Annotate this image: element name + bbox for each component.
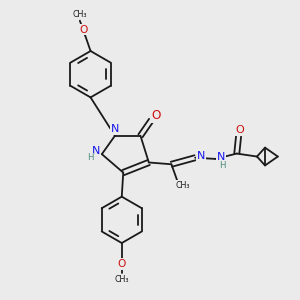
Text: H: H [219,161,226,170]
Text: CH₃: CH₃ [115,275,129,284]
Text: CH₃: CH₃ [176,181,190,190]
Text: O: O [79,25,88,34]
Text: N: N [92,146,100,156]
Text: O: O [236,125,244,135]
Text: O: O [118,259,126,269]
Text: N: N [217,152,225,162]
Text: CH₃: CH₃ [72,10,86,19]
Text: N: N [196,151,205,161]
Text: N: N [111,124,119,134]
Text: H: H [87,153,93,162]
Text: O: O [151,109,160,122]
